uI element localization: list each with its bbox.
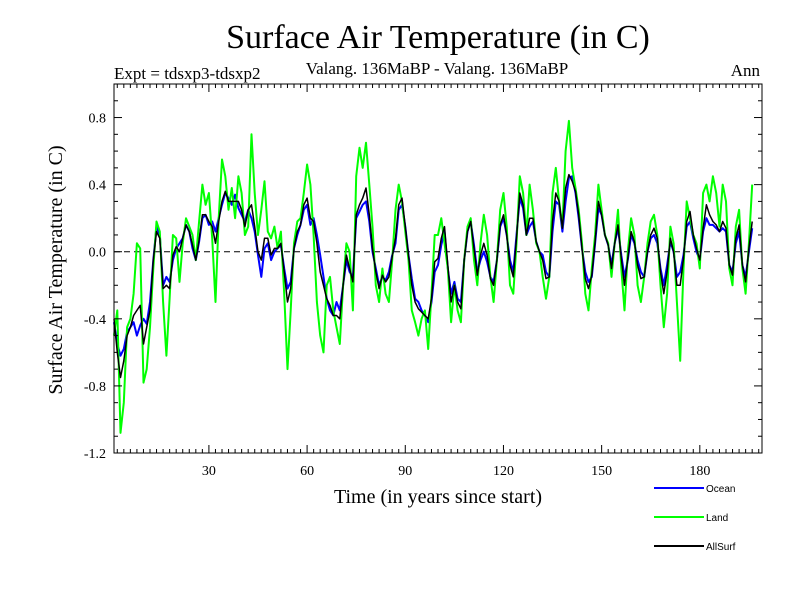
y-tick-label: 0.0 [89,246,107,261]
x-tick-label: 30 [202,464,216,479]
legend-label-land: Land [706,513,728,524]
chart-title: Surface Air Temperature (in C) [226,19,650,56]
x-tick-label: 120 [493,464,514,479]
y-tick-label: -0.8 [84,380,106,395]
y-tick-label: -1.2 [84,447,106,462]
plot-frame [113,83,763,454]
y-tick-label: 0.4 [89,179,107,194]
x-axis-label: Time (in years since start) [334,486,542,508]
chart-subtitle-left: Expt = tdsxp3-tdsxp2 [114,64,261,83]
legend-label-allsurf: AllSurf [706,542,736,553]
legend: Ocean Land AllSurf [654,484,736,553]
plot-area: 30 60 90 120 150 180 -1.2 -0.8 -0.4 0.0 0.4 0.8 [84,83,763,479]
x-tick-label: 60 [300,464,314,479]
y-axis-label: Surface Air Temperature (in C) [45,145,67,394]
x-tick-label: 150 [591,464,612,479]
legend-label-ocean: Ocean [706,484,735,495]
y-tick-label: -0.4 [84,313,106,328]
chart-subtitle-right: Ann [731,61,761,80]
chart-subtitle-center: Valang. 136MaBP - Valang. 136MaBP [306,59,569,78]
y-tick-label: 0.8 [89,112,107,127]
x-tick-label: 90 [398,464,412,479]
x-tick-label: 180 [689,464,710,479]
series-line-allsurf [113,173,753,379]
